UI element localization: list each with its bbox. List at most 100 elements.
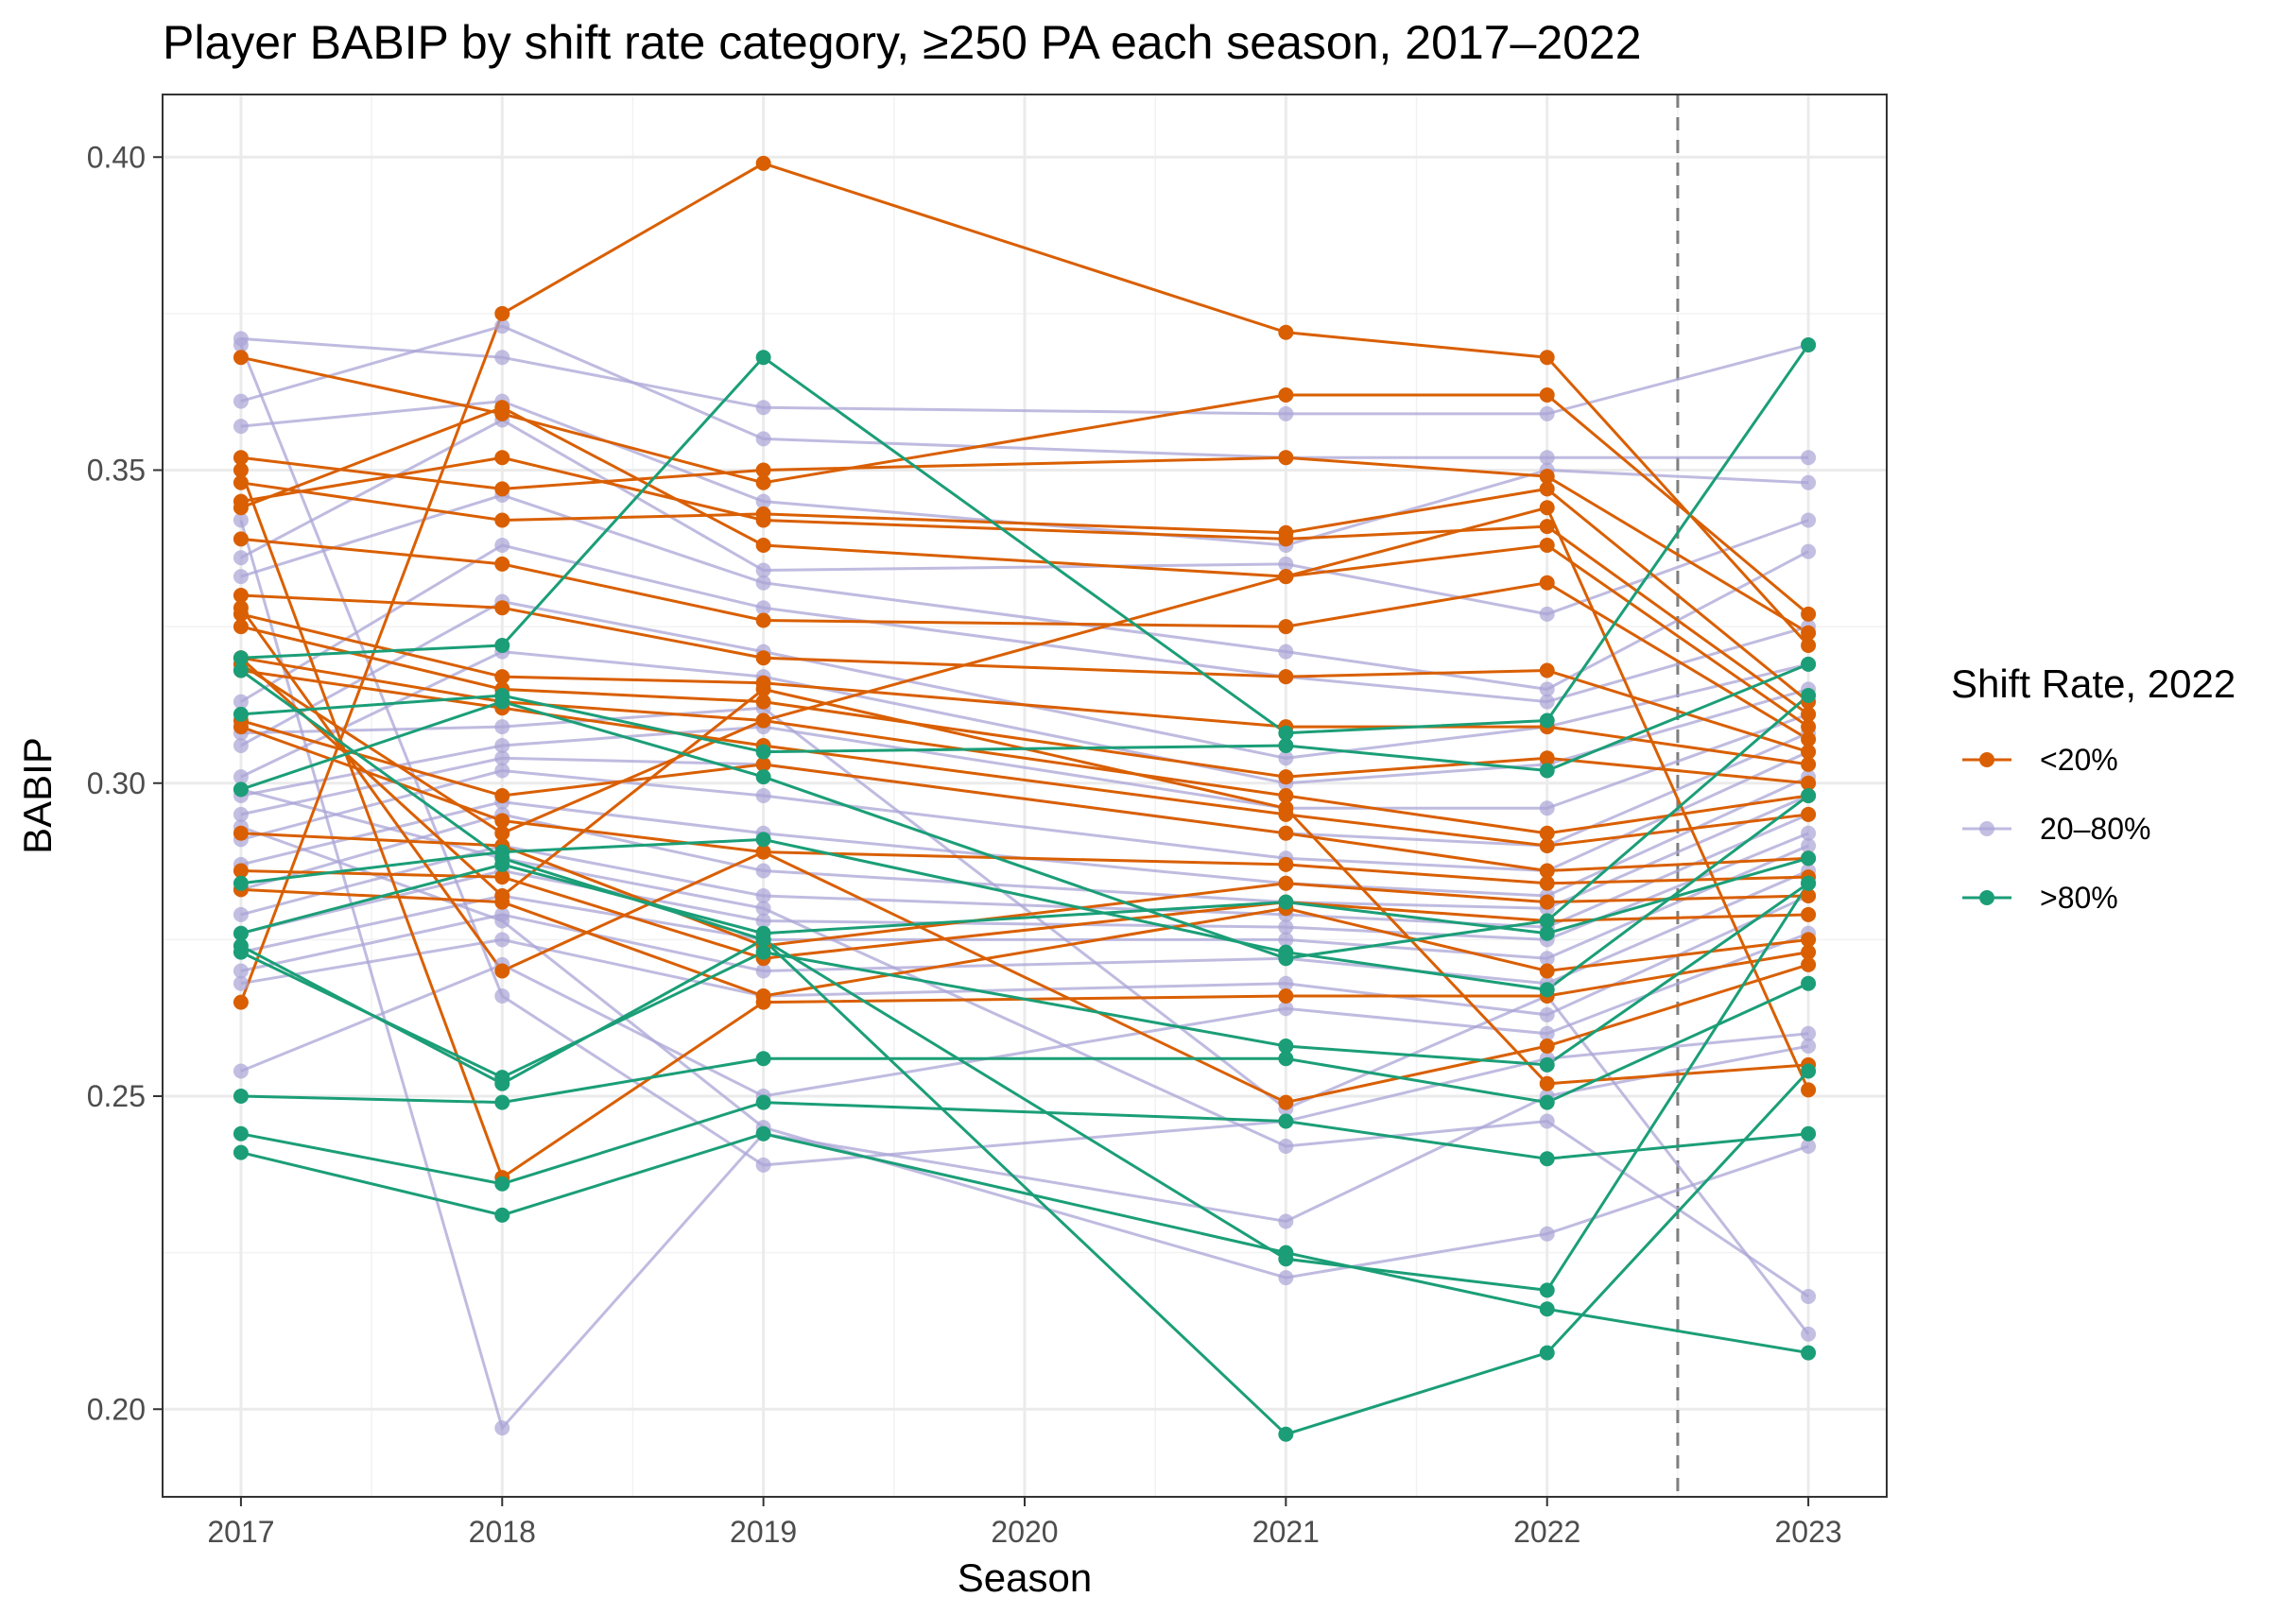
x-tick-label: 2023	[1774, 1515, 1841, 1549]
series-line-low-shift	[239, 607, 1809, 1105]
point-mid-shift	[233, 738, 249, 753]
point-mid-shift	[494, 913, 510, 929]
point-mid-shift	[494, 988, 510, 1004]
point-low-shift	[755, 474, 771, 490]
point-low-shift	[1539, 838, 1555, 853]
series-line-high-shift	[240, 982, 1809, 1105]
point-high-shift	[233, 875, 249, 891]
point-low-shift	[1801, 706, 1817, 722]
point-mid-shift	[233, 963, 249, 979]
series-line-high-shift	[240, 1132, 1809, 1355]
point-mid-shift	[1278, 405, 1294, 421]
point-low-shift	[755, 756, 771, 772]
point-low-shift	[494, 481, 510, 497]
point-mid-shift	[494, 350, 510, 366]
point-mid-shift	[494, 750, 510, 766]
point-low-shift	[233, 500, 249, 516]
series-line-low-shift	[239, 162, 1810, 1004]
point-high-shift	[1801, 656, 1817, 672]
point-low-shift	[755, 650, 771, 666]
point-low-shift	[1801, 956, 1817, 972]
point-low-shift	[1801, 932, 1817, 948]
point-high-shift	[233, 1089, 249, 1104]
point-high-shift	[233, 650, 249, 666]
point-high-shift	[1278, 1039, 1294, 1054]
point-high-shift	[1278, 1051, 1294, 1067]
point-mid-shift	[755, 1157, 771, 1173]
point-mid-shift	[1278, 556, 1294, 572]
y-tick-label: 0.35	[87, 454, 146, 488]
series-line-low-shift	[240, 537, 1809, 741]
point-mid-shift	[233, 569, 249, 585]
series-line-mid-shift	[240, 336, 1809, 416]
series-line-high-shift	[240, 937, 1810, 1436]
legend-title: Shift Rate, 2022	[1951, 661, 2236, 706]
point-mid-shift	[755, 913, 771, 929]
series-line-low-shift	[240, 832, 1809, 948]
point-high-shift	[494, 1207, 510, 1223]
x-axis-title: Season	[958, 1555, 1092, 1600]
point-mid-shift	[1539, 606, 1555, 622]
point-high-shift	[1801, 1063, 1817, 1079]
point-high-shift	[755, 832, 771, 848]
point-low-shift	[494, 963, 510, 979]
y-axis-title: BABIP	[15, 737, 60, 854]
point-low-shift	[233, 600, 249, 616]
point-low-shift	[1278, 769, 1294, 785]
point-low-shift	[1801, 944, 1817, 960]
point-high-shift	[233, 938, 249, 953]
point-high-shift	[1801, 975, 1817, 991]
point-low-shift	[1278, 324, 1294, 340]
point-low-shift	[1539, 469, 1555, 485]
point-mid-shift	[233, 694, 249, 710]
point-high-shift	[1539, 1151, 1555, 1167]
y-tick-label: 0.30	[87, 766, 146, 800]
point-mid-shift	[1278, 644, 1294, 660]
point-mid-shift	[755, 562, 771, 578]
point-mid-shift	[233, 769, 249, 785]
point-low-shift	[1539, 963, 1555, 979]
point-high-shift	[1539, 1094, 1555, 1110]
point-low-shift	[1801, 775, 1817, 791]
point-high-shift	[1801, 875, 1817, 891]
point-mid-shift	[1539, 1025, 1555, 1041]
legend-key-point	[1979, 821, 1994, 836]
series-line-mid-shift	[240, 324, 1809, 459]
legend-key-point	[1979, 752, 1994, 767]
point-low-shift	[494, 869, 510, 885]
point-high-shift	[755, 1125, 771, 1142]
point-mid-shift	[1278, 932, 1294, 948]
series-line-mid-shift	[240, 932, 1809, 1098]
point-high-shift	[1278, 738, 1294, 753]
point-mid-shift	[1278, 919, 1294, 936]
series-line-mid-shift	[240, 706, 1810, 1335]
series-line-high-shift	[240, 1101, 1809, 1186]
point-high-shift	[494, 1094, 510, 1110]
point-high-shift	[494, 638, 510, 653]
point-mid-shift	[755, 788, 771, 803]
point-low-shift	[1539, 863, 1555, 879]
point-mid-shift	[233, 550, 249, 566]
point-low-shift	[1278, 988, 1294, 1004]
point-high-shift	[494, 694, 510, 710]
point-low-shift	[1539, 481, 1555, 497]
x-tick-label: 2022	[1513, 1515, 1580, 1549]
x-tick-label: 2019	[730, 1515, 797, 1549]
series-line-mid-shift	[240, 787, 1809, 1298]
point-low-shift	[494, 600, 510, 616]
point-high-shift	[1801, 850, 1817, 867]
series-line-high-shift	[240, 694, 1810, 960]
point-high-shift	[1539, 1282, 1555, 1298]
point-low-shift	[1801, 744, 1817, 760]
point-low-shift	[233, 588, 249, 603]
plot-panel	[162, 94, 1888, 1498]
point-low-shift	[1801, 888, 1817, 903]
point-low-shift	[755, 155, 771, 171]
point-high-shift	[494, 850, 510, 867]
series-line-low-shift	[240, 506, 1810, 1091]
point-mid-shift	[1801, 1326, 1817, 1342]
point-mid-shift	[1539, 1226, 1555, 1242]
point-low-shift	[1539, 538, 1555, 553]
point-mid-shift	[494, 1420, 510, 1436]
